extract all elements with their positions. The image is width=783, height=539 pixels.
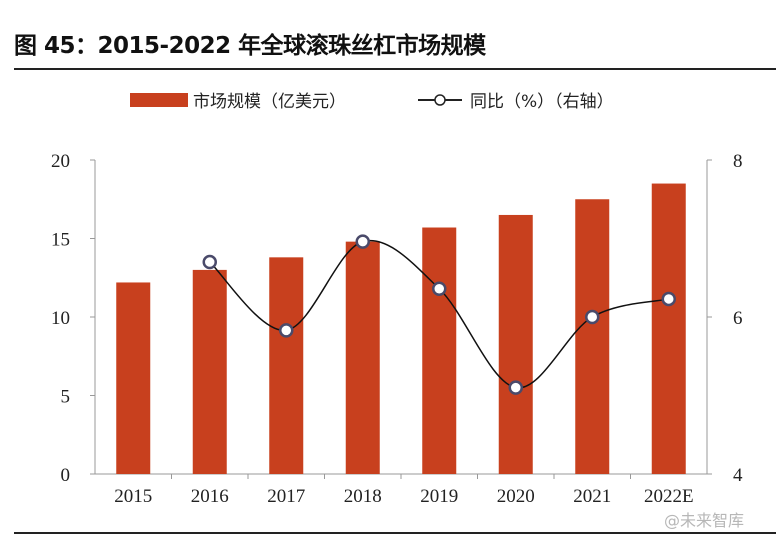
yoy-point-2016: [202, 254, 217, 270]
bar-2020: [498, 214, 533, 474]
x-tick-label: 2020: [497, 486, 535, 507]
right-tick-label: 4: [733, 465, 743, 486]
bar-2015: [116, 282, 151, 474]
left-tick-label: 20: [51, 151, 70, 172]
left-tick-label: 0: [61, 465, 71, 486]
watermark: @未来智库: [664, 511, 745, 530]
right-tick-label: 6: [733, 308, 743, 329]
legend-bar-label: 市场规模（亿美元）: [193, 92, 346, 112]
left-tick-label: 10: [51, 308, 70, 329]
title-rule: [14, 68, 776, 70]
x-tick-label: 2016: [191, 486, 229, 507]
legend-bar-swatch: [130, 93, 188, 107]
chart-title: 图 45：2015-2022 年全球滚珠丝杠市场规模: [14, 33, 486, 59]
x-tick-label: 2022E: [644, 486, 694, 507]
x-tick-label: 2015: [114, 486, 152, 507]
left-tick-label: 5: [61, 387, 71, 408]
yoy-point-2019: [432, 281, 447, 296]
x-tick-label: 2018: [344, 486, 382, 507]
x-tick-label: 2017: [267, 486, 305, 507]
legend-line-marker: [434, 94, 446, 106]
bottom-rule: [14, 532, 776, 534]
right-tick-label: 8: [733, 151, 743, 172]
bar-2018: [345, 241, 380, 474]
bar-2019: [422, 227, 457, 474]
left-tick-label: 15: [51, 230, 70, 251]
legend-line-label: 同比（%）（右轴）: [470, 92, 614, 112]
yoy-point-2022E: [661, 291, 676, 307]
bar-2022E: [651, 183, 686, 475]
x-tick-label: 2021: [573, 486, 611, 507]
bar-2016: [192, 269, 227, 474]
yoy-point-2021: [585, 309, 600, 325]
bar-2021: [575, 199, 610, 474]
x-tick-label: 2019: [420, 486, 458, 507]
bar-2017: [269, 257, 304, 474]
yoy-point-2017: [279, 323, 294, 338]
yoy-point-2018: [355, 234, 370, 249]
yoy-point-2020: [508, 380, 523, 395]
